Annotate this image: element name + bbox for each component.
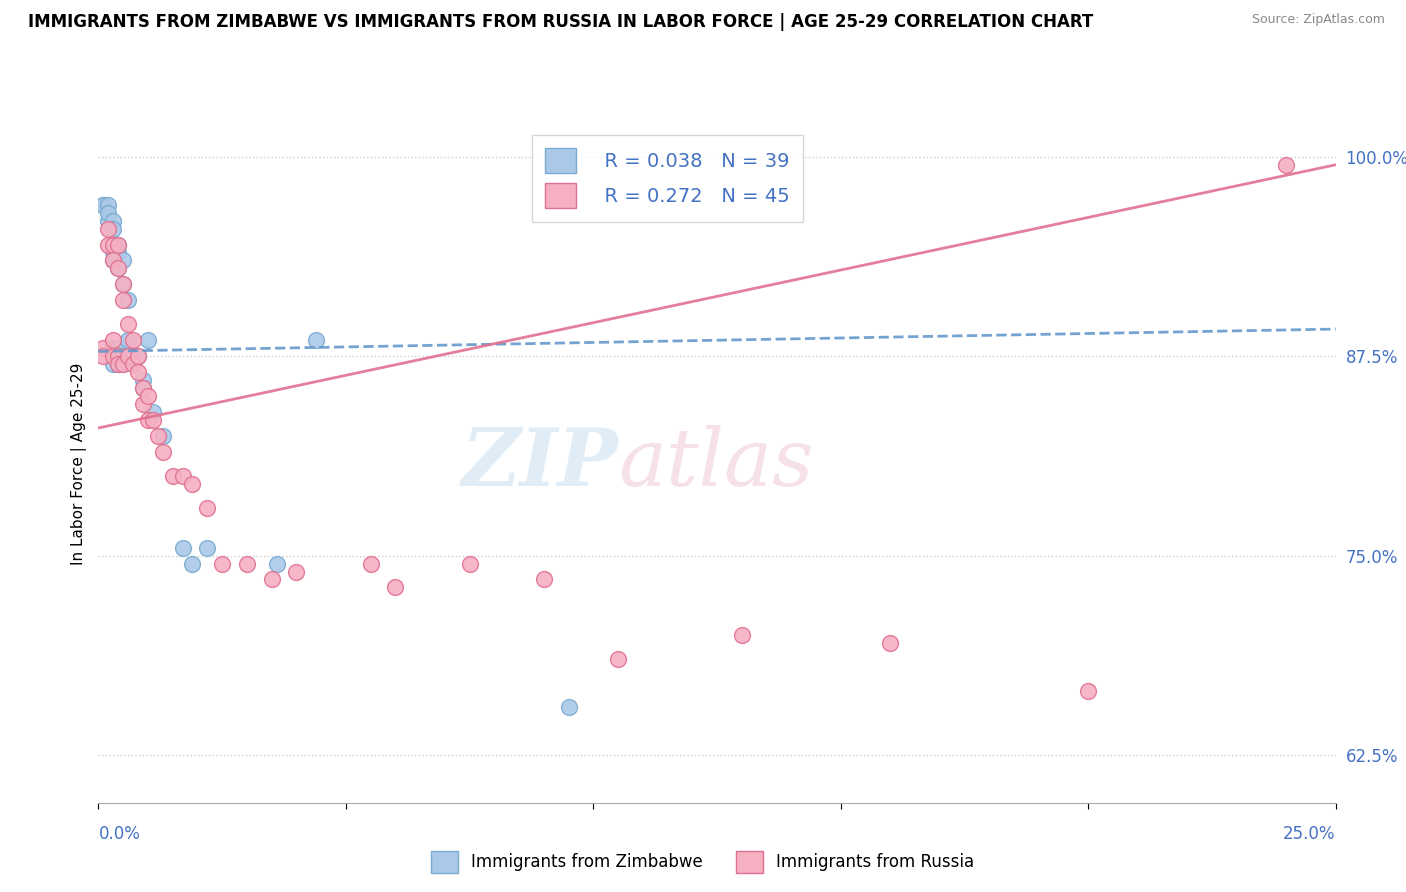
Point — [117, 349, 139, 363]
Point — [112, 253, 135, 268]
Point — [172, 468, 194, 483]
Point — [107, 261, 129, 276]
Point — [112, 277, 135, 292]
Point — [195, 500, 218, 515]
Text: Source: ZipAtlas.com: Source: ZipAtlas.com — [1251, 13, 1385, 27]
Point — [236, 557, 259, 571]
Point — [132, 373, 155, 387]
Point — [112, 349, 135, 363]
Point — [1077, 684, 1099, 698]
Point — [458, 557, 481, 571]
Point — [107, 245, 129, 260]
Point — [107, 349, 129, 363]
Point — [211, 557, 233, 571]
Point — [107, 357, 129, 371]
Point — [152, 445, 174, 459]
Point — [533, 573, 555, 587]
Point — [181, 476, 204, 491]
Point — [122, 357, 145, 371]
Point — [195, 541, 218, 555]
Point — [127, 349, 149, 363]
Point — [107, 341, 129, 355]
Point — [384, 581, 406, 595]
Point — [117, 333, 139, 347]
Point — [172, 541, 194, 555]
Point — [103, 245, 125, 260]
Point — [103, 237, 125, 252]
Point — [132, 381, 155, 395]
Point — [107, 357, 129, 371]
Text: atlas: atlas — [619, 425, 814, 502]
Point — [136, 389, 159, 403]
Point — [117, 318, 139, 332]
Point — [162, 468, 184, 483]
Point — [93, 197, 115, 211]
Point — [132, 397, 155, 411]
Point — [146, 429, 169, 443]
Point — [112, 293, 135, 308]
Legend:   R = 0.038   N = 39,   R = 0.272   N = 45: R = 0.038 N = 39, R = 0.272 N = 45 — [531, 135, 803, 221]
Point — [136, 333, 159, 347]
Point — [607, 652, 630, 666]
Point — [107, 237, 129, 252]
Point — [97, 205, 120, 219]
Point — [103, 253, 125, 268]
Point — [260, 573, 283, 587]
Y-axis label: In Labor Force | Age 25-29: In Labor Force | Age 25-29 — [72, 363, 87, 565]
Point — [1275, 158, 1298, 172]
Point — [93, 341, 115, 355]
Point — [93, 349, 115, 363]
Text: ZIP: ZIP — [461, 425, 619, 502]
Point — [122, 357, 145, 371]
Point — [112, 277, 135, 292]
Point — [142, 413, 165, 427]
Point — [152, 429, 174, 443]
Point — [142, 405, 165, 419]
Point — [360, 557, 382, 571]
Point — [97, 213, 120, 227]
Point — [266, 557, 288, 571]
Point — [122, 349, 145, 363]
Point — [103, 357, 125, 371]
Point — [112, 357, 135, 371]
Point — [103, 221, 125, 235]
Point — [112, 357, 135, 371]
Point — [103, 341, 125, 355]
Point — [132, 381, 155, 395]
Text: 25.0%: 25.0% — [1284, 825, 1336, 843]
Point — [557, 700, 579, 714]
Text: 0.0%: 0.0% — [98, 825, 141, 843]
Point — [181, 557, 204, 571]
Point — [879, 636, 901, 650]
Point — [97, 221, 120, 235]
Point — [97, 237, 120, 252]
Point — [103, 237, 125, 252]
Point — [127, 349, 149, 363]
Text: IMMIGRANTS FROM ZIMBABWE VS IMMIGRANTS FROM RUSSIA IN LABOR FORCE | AGE 25-29 CO: IMMIGRANTS FROM ZIMBABWE VS IMMIGRANTS F… — [28, 13, 1094, 31]
Point — [103, 253, 125, 268]
Point — [117, 349, 139, 363]
Point — [285, 565, 308, 579]
Point — [370, 836, 392, 850]
Point — [305, 333, 328, 347]
Point — [122, 333, 145, 347]
Point — [97, 197, 120, 211]
Legend: Immigrants from Zimbabwe, Immigrants from Russia: Immigrants from Zimbabwe, Immigrants fro… — [425, 845, 981, 880]
Point — [117, 293, 139, 308]
Point — [136, 413, 159, 427]
Point — [731, 628, 754, 642]
Point — [107, 261, 129, 276]
Point — [103, 333, 125, 347]
Point — [107, 237, 129, 252]
Point — [93, 197, 115, 211]
Point — [103, 349, 125, 363]
Point — [103, 213, 125, 227]
Point — [127, 365, 149, 379]
